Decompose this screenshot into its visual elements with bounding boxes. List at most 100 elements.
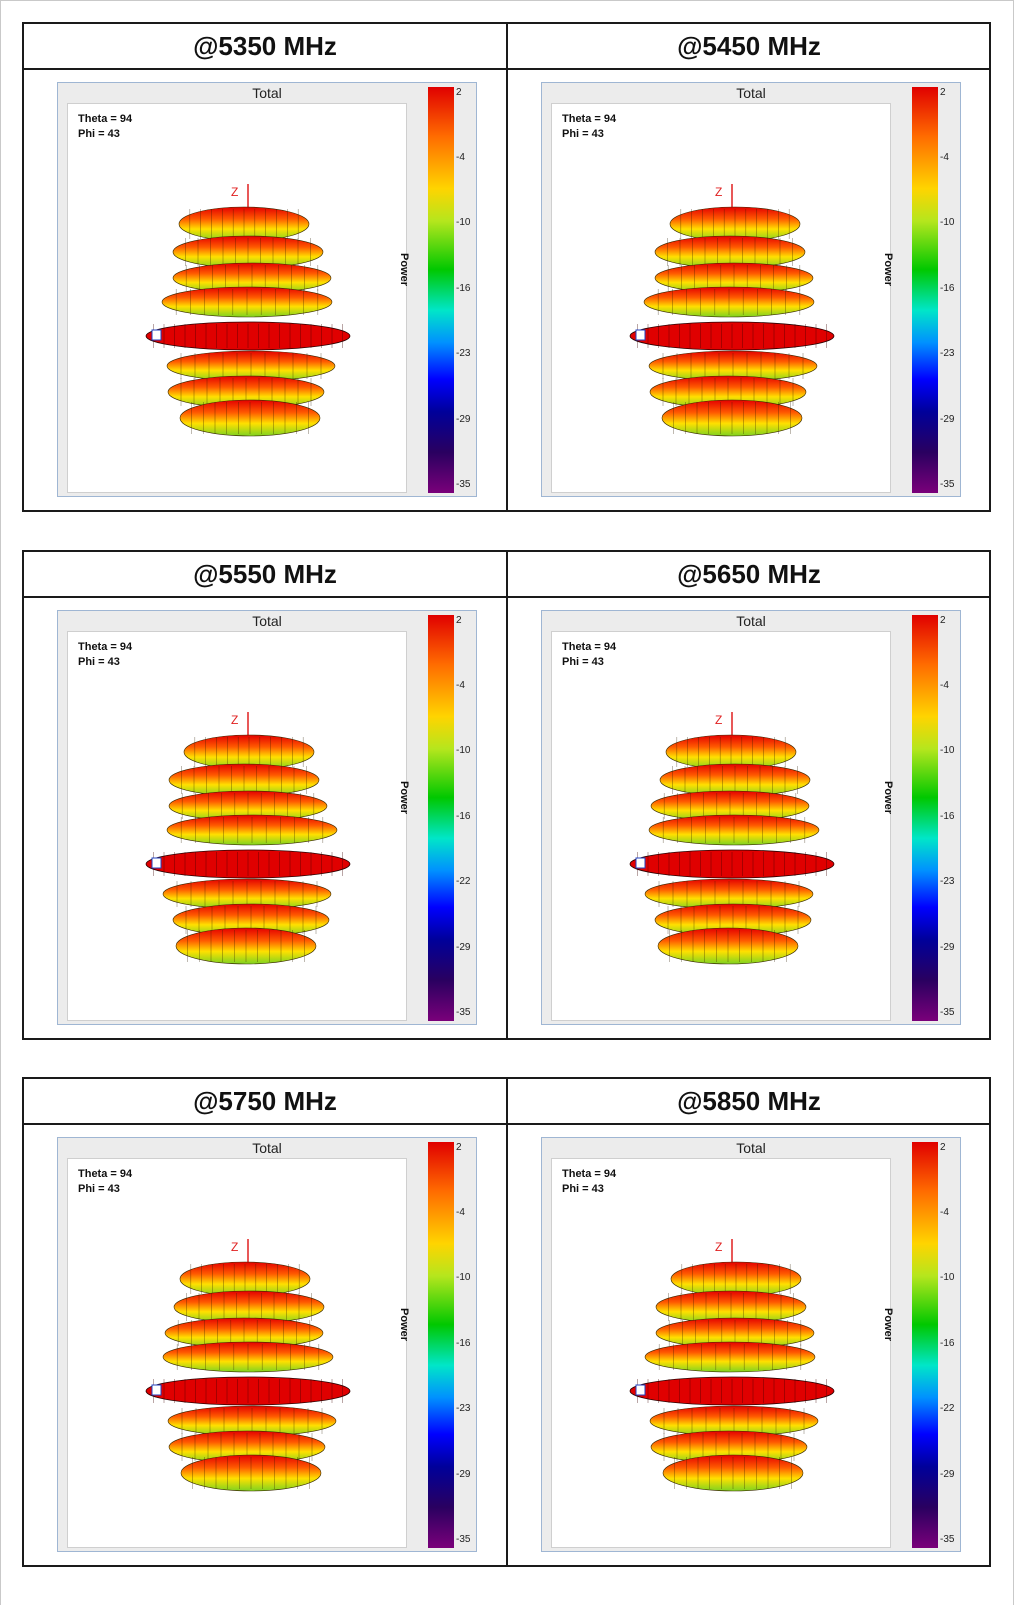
colorbar-ticks: 2 -4 -10 -16 -23 -29 -35 <box>456 87 476 493</box>
colorbar <box>912 1142 938 1548</box>
colorbar-tick-label: -22 <box>940 1403 955 1414</box>
colorbar-label: Power <box>882 253 894 287</box>
theta-readout: Theta = 94 <box>562 641 617 653</box>
panel-title: Total <box>736 613 766 629</box>
table-header-rule <box>24 596 989 598</box>
colorbar-tick-label: -10 <box>940 745 955 756</box>
colorbar-tick-label: -29 <box>456 1469 471 1480</box>
phi-readout: Phi = 43 <box>78 1183 120 1195</box>
colorbar-tick-label: 2 <box>940 615 946 626</box>
colorbar-tick-label: -29 <box>940 1469 955 1480</box>
colorbar-tick-label: -10 <box>456 1272 471 1283</box>
radiation-pattern-graphic: Z <box>629 712 835 965</box>
colorbar-tick-label: -4 <box>940 1207 949 1218</box>
pattern-plot-area: Theta = 94 Phi = 43 Z <box>67 631 407 1021</box>
pattern-panel: Total Theta = 94 Phi = 43 Z Power 2 -4 -10 -16 -2… <box>57 82 477 497</box>
colorbar-tick-label: -35 <box>940 1007 955 1018</box>
colorbar-tick-label: 2 <box>940 87 946 98</box>
radiation-pattern-graphic: Z <box>629 184 835 437</box>
radiation-pattern-graphic: Z <box>145 712 351 965</box>
colorbar-tick-label: 2 <box>456 1142 462 1153</box>
colorbar-tick-label: -4 <box>456 680 465 691</box>
colorbar-tick-label: 2 <box>456 615 462 626</box>
table-divider <box>506 24 508 510</box>
colorbar-tick-label: -10 <box>940 217 955 228</box>
colorbar-tick-label: -10 <box>456 745 471 756</box>
colorbar-tick-label: -16 <box>940 283 955 294</box>
angle-readout: Theta = 94 Phi = 43 <box>562 640 616 670</box>
pattern-cell: @5550 MHz Total Theta = 94 Phi = 43 Z Power 2 -… <box>24 552 506 1038</box>
table-header-rule <box>24 68 989 70</box>
colorbar-tick-label: 2 <box>456 87 462 98</box>
colorbar-tick-label: -10 <box>456 217 471 228</box>
colorbar-label: Power <box>882 1308 894 1342</box>
angle-readout: Theta = 94 Phi = 43 <box>562 112 616 142</box>
colorbar-tick-label: -16 <box>940 1338 955 1349</box>
z-axis-label: Z <box>231 185 238 199</box>
colorbar-ticks: 2 -4 -10 -16 -23 -29 -35 <box>940 615 960 1021</box>
pattern-plot-area: Theta = 94 Phi = 43 Z <box>67 103 407 493</box>
z-axis-label: Z <box>715 185 722 199</box>
colorbar-label: Power <box>882 781 894 815</box>
frequency-title: @5550 MHz <box>193 559 337 589</box>
theta-readout: Theta = 94 <box>78 641 133 653</box>
phi-readout: Phi = 43 <box>78 128 120 140</box>
pattern-panel: Total Theta = 94 Phi = 43 Z Power 2 -4 -10 -16 -2… <box>541 82 961 497</box>
pattern-plot-area: Theta = 94 Phi = 43 Z <box>551 103 891 493</box>
frequency-title: @5650 MHz <box>677 559 821 589</box>
colorbar-ticks: 2 -4 -10 -16 -23 -29 -35 <box>940 87 960 493</box>
z-axis-label: Z <box>231 1240 238 1254</box>
radiation-pattern-graphic: Z <box>145 1239 351 1492</box>
z-axis-label: Z <box>715 1240 722 1254</box>
pattern-panel: Total Theta = 94 Phi = 43 Z Power 2 -4 -10 -16 -2… <box>57 1137 477 1552</box>
frequency-title: @5750 MHz <box>193 1086 337 1116</box>
colorbar-tick-label: -4 <box>456 1207 465 1218</box>
pattern-plot-area: Theta = 94 Phi = 43 Z <box>551 1158 891 1548</box>
table-header-rule <box>24 1123 989 1125</box>
colorbar <box>912 615 938 1021</box>
frequency-title: @5850 MHz <box>677 1086 821 1116</box>
panel-title: Total <box>252 613 282 629</box>
colorbar-tick-label: -16 <box>940 811 955 822</box>
pattern-cell: @5650 MHz Total Theta = 94 Phi = 43 Z Power 2 -… <box>508 552 990 1038</box>
colorbar-tick-label: -35 <box>456 1534 471 1545</box>
colorbar-tick-label: -23 <box>456 1403 471 1414</box>
panel-title: Total <box>252 85 282 101</box>
pattern-panel: Total Theta = 94 Phi = 43 Z Power 2 -4 -10 -16 -2… <box>541 610 961 1025</box>
colorbar-tick-label: -22 <box>456 876 471 887</box>
pattern-cell: @5350 MHz Total Theta = 94 Phi = 43 Z Power 2 -… <box>24 24 506 510</box>
colorbar-tick-label: -16 <box>456 811 471 822</box>
colorbar-label: Power <box>398 781 410 815</box>
colorbar-label: Power <box>398 1308 410 1342</box>
theta-readout: Theta = 94 <box>78 113 133 125</box>
colorbar-tick-label: -35 <box>456 1007 471 1018</box>
phi-readout: Phi = 43 <box>562 128 604 140</box>
pattern-table: @5750 MHz Total Theta = 94 Phi = 43 Z Power 2 -… <box>22 1077 991 1567</box>
colorbar-tick-label: -23 <box>940 348 955 359</box>
colorbar-label: Power <box>398 253 410 287</box>
colorbar <box>912 87 938 493</box>
phi-readout: Phi = 43 <box>562 656 604 668</box>
colorbar-tick-label: -29 <box>940 942 955 953</box>
pattern-table: @5550 MHz Total Theta = 94 Phi = 43 Z Power 2 -… <box>22 550 991 1040</box>
colorbar-ticks: 2 -4 -10 -16 -23 -29 -35 <box>456 1142 476 1548</box>
colorbar-tick-label: 2 <box>940 1142 946 1153</box>
pattern-plot-area: Theta = 94 Phi = 43 Z <box>551 631 891 1021</box>
colorbar-tick-label: -35 <box>456 479 471 490</box>
panel-title: Total <box>736 1140 766 1156</box>
colorbar-tick-label: -10 <box>940 1272 955 1283</box>
angle-readout: Theta = 94 Phi = 43 <box>78 112 132 142</box>
colorbar-tick-label: -23 <box>940 876 955 887</box>
panel-title: Total <box>736 85 766 101</box>
theta-readout: Theta = 94 <box>78 1168 133 1180</box>
phi-readout: Phi = 43 <box>78 656 120 668</box>
pattern-plot-area: Theta = 94 Phi = 43 Z <box>67 1158 407 1548</box>
pattern-panel: Total Theta = 94 Phi = 43 Z Power 2 -4 -10 -16 -2… <box>541 1137 961 1552</box>
colorbar-tick-label: -35 <box>940 1534 955 1545</box>
radiation-pattern-graphic: Z <box>145 184 351 437</box>
colorbar-tick-label: -23 <box>456 348 471 359</box>
colorbar-tick-label: -4 <box>940 680 949 691</box>
colorbar <box>428 87 454 493</box>
pattern-table: @5350 MHz Total Theta = 94 Phi = 43 Z Power 2 -… <box>22 22 991 512</box>
